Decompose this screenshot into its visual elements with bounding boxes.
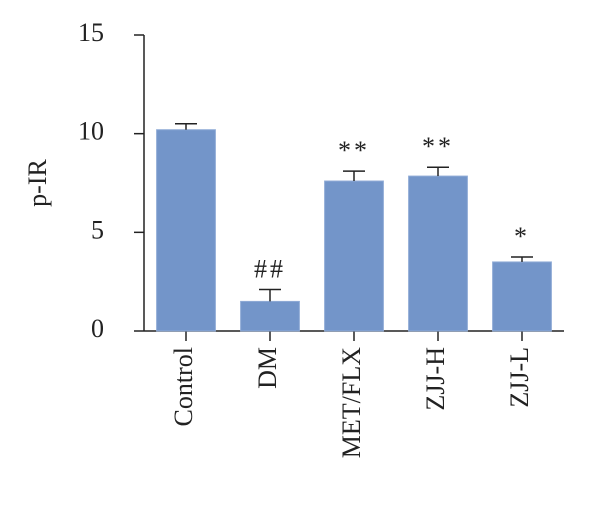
y-tick-label: 0 bbox=[91, 314, 104, 343]
y-tick-label: 15 bbox=[78, 18, 104, 47]
bar bbox=[240, 300, 300, 332]
annotation: * bbox=[514, 222, 530, 251]
annotation: ** bbox=[338, 136, 370, 165]
x-tick-label: ZJJ-H bbox=[421, 347, 450, 411]
annotation: ** bbox=[422, 132, 454, 161]
y-tick-label: 5 bbox=[91, 215, 104, 244]
bar bbox=[492, 261, 552, 332]
error-bar bbox=[343, 170, 365, 182]
y-tick-label: 10 bbox=[78, 117, 104, 146]
bar bbox=[156, 129, 216, 332]
bar bbox=[408, 175, 468, 332]
x-tick-label: MET/FLX bbox=[337, 347, 366, 458]
error-bar bbox=[175, 123, 197, 130]
x-tick-label: Control bbox=[169, 347, 198, 426]
bar bbox=[324, 180, 384, 332]
x-tick-label: ZJJ-L bbox=[505, 347, 534, 408]
error-bar bbox=[427, 166, 449, 177]
x-tick-label: DM bbox=[253, 347, 282, 389]
annotation: ## bbox=[254, 255, 286, 284]
error-bar bbox=[259, 288, 281, 302]
error-bar bbox=[511, 256, 533, 262]
y-axis-label: p-IR bbox=[23, 159, 52, 207]
